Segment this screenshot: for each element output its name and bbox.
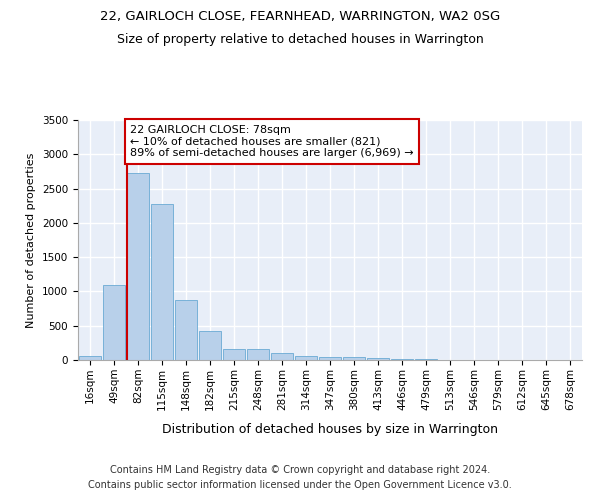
Bar <box>151 204 173 360</box>
Bar <box>415 358 437 360</box>
Bar <box>295 356 317 360</box>
Bar <box>127 173 149 360</box>
Bar <box>271 354 293 360</box>
Text: Distribution of detached houses by size in Warrington: Distribution of detached houses by size … <box>162 422 498 436</box>
Bar <box>367 358 389 360</box>
Bar <box>391 359 413 360</box>
Text: Size of property relative to detached houses in Warrington: Size of property relative to detached ho… <box>116 32 484 46</box>
Text: 22 GAIRLOCH CLOSE: 78sqm
← 10% of detached houses are smaller (821)
89% of semi-: 22 GAIRLOCH CLOSE: 78sqm ← 10% of detach… <box>130 125 414 158</box>
Text: Contains public sector information licensed under the Open Government Licence v3: Contains public sector information licen… <box>88 480 512 490</box>
Bar <box>199 330 221 360</box>
Bar <box>247 348 269 360</box>
Text: 22, GAIRLOCH CLOSE, FEARNHEAD, WARRINGTON, WA2 0SG: 22, GAIRLOCH CLOSE, FEARNHEAD, WARRINGTO… <box>100 10 500 23</box>
Bar <box>319 356 341 360</box>
Bar <box>79 356 101 360</box>
Bar <box>175 300 197 360</box>
Bar <box>343 358 365 360</box>
Bar <box>103 284 125 360</box>
Text: Contains HM Land Registry data © Crown copyright and database right 2024.: Contains HM Land Registry data © Crown c… <box>110 465 490 475</box>
Bar <box>223 348 245 360</box>
Y-axis label: Number of detached properties: Number of detached properties <box>26 152 37 328</box>
